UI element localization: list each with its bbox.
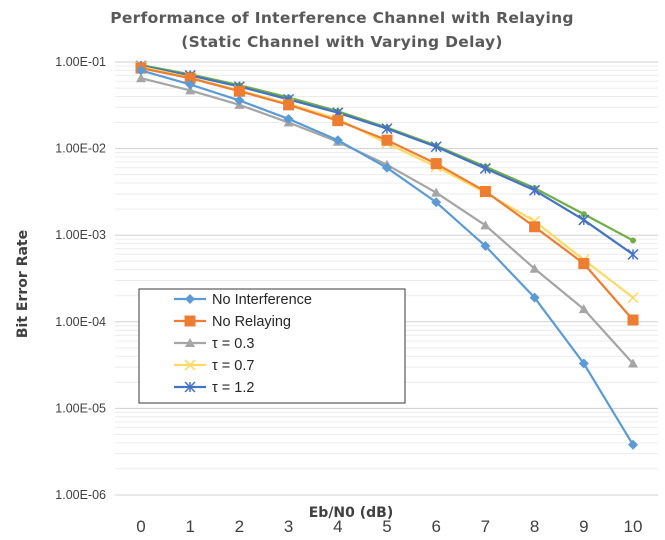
data-point-square bbox=[430, 158, 442, 170]
x-tick-label: 5 bbox=[382, 517, 391, 536]
data-point-square bbox=[578, 258, 590, 270]
y-tick-label: 1.00E-03 bbox=[55, 228, 106, 242]
x-axis-title: Eb/N0 (dB) bbox=[309, 505, 394, 521]
data-point-square bbox=[184, 315, 196, 327]
data-point-star bbox=[578, 214, 590, 226]
legend-label: No Interference bbox=[212, 292, 312, 308]
legend-box bbox=[138, 288, 406, 404]
data-point-triangle bbox=[185, 338, 195, 347]
x-tick-label: 9 bbox=[579, 517, 588, 536]
data-point-star bbox=[627, 248, 639, 260]
data-point-triangle bbox=[480, 220, 491, 230]
chart-title: Performance of Interference Channel with… bbox=[110, 9, 574, 27]
legend-label: τ = 0.3 bbox=[212, 336, 254, 352]
data-point-square bbox=[381, 134, 393, 146]
data-point-square bbox=[529, 221, 541, 233]
data-point-triangle bbox=[136, 73, 146, 83]
legend: No Interference No Relaying τ = 0.3 τ = 0.7… bbox=[138, 288, 406, 404]
legend-label: No Relaying bbox=[212, 314, 291, 330]
y-tick-labels: 1.00E-01 1.00E-02 1.00E-03 1.00E-04 1.00E-05… bbox=[55, 55, 106, 502]
data-point-x bbox=[184, 359, 196, 371]
data-point-square bbox=[233, 85, 245, 97]
data-point-circle bbox=[630, 237, 636, 244]
legend-item: No Interference bbox=[174, 292, 312, 308]
data-point-square bbox=[184, 72, 196, 84]
x-tick-label: 3 bbox=[284, 517, 293, 536]
x-tick-label: 1 bbox=[185, 517, 194, 536]
data-point-diamond bbox=[431, 197, 442, 208]
data-point-diamond bbox=[136, 65, 146, 76]
y-tick-label: 1.00E-04 bbox=[55, 315, 106, 329]
data-point-diamond bbox=[480, 241, 491, 252]
x-tick-labels: 0 1 2 3 4 5 6 7 8 9 10 bbox=[136, 517, 642, 536]
x-tick-label: 0 bbox=[136, 517, 145, 536]
data-point-triangle bbox=[185, 85, 196, 95]
x-tick-label: 6 bbox=[431, 517, 440, 536]
data-point-square bbox=[627, 314, 639, 326]
legend-label: τ = 0.7 bbox=[212, 358, 254, 374]
x-stroke bbox=[184, 359, 196, 371]
data-point-triangle bbox=[431, 187, 442, 197]
x-stroke bbox=[627, 292, 639, 304]
data-point-square bbox=[479, 185, 491, 197]
y-tick-label: 1.00E-02 bbox=[55, 142, 106, 156]
data-point-star bbox=[381, 123, 393, 135]
series-layer bbox=[135, 60, 639, 450]
legend-item: τ = 1.2 bbox=[174, 380, 254, 396]
chart-subtitle: (Static Channel with Varying Delay) bbox=[181, 33, 503, 51]
legend-item: No Relaying bbox=[174, 314, 291, 330]
data-point-diamond bbox=[234, 95, 245, 106]
legend-item: τ = 0.3 bbox=[174, 336, 254, 352]
data-point-triangle bbox=[529, 263, 540, 273]
y-axis-title: Bit Error Rate bbox=[15, 230, 31, 338]
data-point-diamond bbox=[283, 113, 294, 124]
series-no-interference bbox=[136, 65, 638, 450]
x-tick-label: 2 bbox=[235, 517, 244, 536]
data-point-x bbox=[627, 292, 639, 304]
series-line bbox=[140, 65, 634, 299]
data-point-diamond bbox=[529, 292, 540, 303]
legend-item: τ = 0.7 bbox=[174, 358, 254, 374]
data-point-triangle bbox=[628, 358, 638, 368]
data-point-star bbox=[184, 381, 196, 393]
data-point-diamond bbox=[382, 162, 392, 173]
data-point-diamond bbox=[332, 135, 343, 146]
legend-label: τ = 1.2 bbox=[212, 380, 254, 396]
data-point-diamond bbox=[578, 358, 589, 369]
data-point-diamond bbox=[185, 294, 195, 304]
data-point-square bbox=[283, 99, 295, 111]
y-tick-label: 1.00E-01 bbox=[55, 55, 106, 69]
x-tick-label: 8 bbox=[530, 517, 539, 536]
data-point-circle bbox=[580, 211, 587, 218]
data-point-triangle bbox=[578, 304, 589, 314]
data-point-star bbox=[479, 162, 491, 174]
data-point-star bbox=[529, 184, 541, 196]
x-tick-label: 4 bbox=[333, 517, 342, 536]
data-point-diamond bbox=[628, 439, 638, 450]
data-point-star bbox=[430, 141, 442, 153]
y-tick-label: 1.00E-05 bbox=[55, 401, 106, 415]
series--0-7 bbox=[135, 61, 639, 304]
x-tick-label: 7 bbox=[481, 517, 490, 536]
y-tick-label: 1.00E-06 bbox=[55, 488, 106, 502]
data-point-square bbox=[332, 115, 344, 127]
data-point-diamond bbox=[185, 79, 196, 90]
x-tick-label: 10 bbox=[624, 517, 643, 536]
